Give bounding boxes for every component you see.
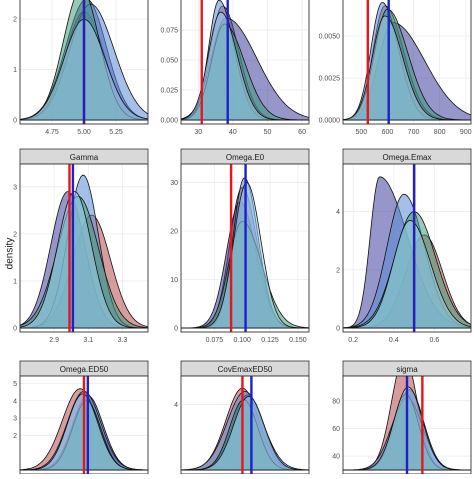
y-tick-label: 1: [13, 67, 17, 74]
y-tick-label: 0: [174, 326, 178, 333]
x-tick-label: 30: [194, 129, 202, 136]
y-tick-label: 0.025: [160, 88, 178, 95]
x-tick-label: 0.075: [206, 337, 224, 344]
y-tick-label: 2: [13, 231, 17, 238]
y-tick-label: 4: [336, 209, 340, 216]
y-tick-label: 1: [13, 278, 17, 285]
x-tick-label: 3.1: [83, 337, 93, 344]
x-tick-label: 0.150: [289, 337, 307, 344]
y-tick-label: 0.075: [160, 28, 178, 35]
y-tick-label: 4: [174, 402, 178, 409]
panel-title-7: CovEmaxED50: [218, 365, 273, 374]
x-tick-label: 800: [434, 129, 446, 136]
panel-plot-2: [343, 0, 471, 124]
panel-plot-3: [20, 164, 148, 332]
y-axis-label: density: [4, 237, 16, 270]
y-tick-label: 0: [336, 326, 340, 333]
panel-title-8: sigma: [396, 365, 418, 374]
panel-4: Omega.E0 0 10 20 30 0.075 0.100 0.125 0.150: [170, 148, 310, 344]
x-tick-label: 5.00: [77, 129, 91, 136]
x-tick-label: 0.125: [261, 337, 279, 344]
x-tick-label: 3.3: [118, 337, 128, 344]
panel-0: 0 1 2 4.75 5.00 5.25: [13, 0, 149, 136]
x-tick-label: 50: [264, 129, 272, 136]
y-tick-label: 20: [170, 229, 178, 236]
x-tick-label: 600: [382, 129, 394, 136]
panel-title-3: Gamma: [70, 153, 99, 162]
y-tick-label: 0: [13, 118, 17, 125]
panel-2: 0.0000 0.0025 0.0050 500 600 700 800 900: [319, 0, 472, 136]
y-tick-label: 10: [170, 277, 178, 284]
panel-title-4: Omega.E0: [226, 153, 265, 162]
panel-plot-5: [343, 164, 471, 332]
x-tick-label: 900: [460, 129, 472, 136]
x-tick-label: 5.25: [109, 129, 123, 136]
panel-title-6: Omega.ED50: [60, 365, 109, 374]
y-tick-label: 3: [13, 184, 17, 191]
y-tick-label: 5: [13, 381, 17, 388]
panel-6: Omega.ED50 2 3 4 5: [13, 360, 149, 475]
density-series-4: [181, 395, 309, 471]
panel-border-3: [19, 163, 149, 333]
y-tick-label: 40: [332, 454, 340, 461]
density-series-4: [343, 219, 471, 329]
y-tick-label: 80: [332, 398, 340, 405]
y-tick-label: 0: [13, 326, 17, 333]
panel-1: 0.000 0.025 0.050 0.075 30 40 50 60: [160, 0, 310, 136]
y-tick-label: 0.050: [160, 58, 178, 65]
y-tick-label: 60: [332, 426, 340, 433]
x-tick-label: 0.2: [348, 337, 358, 344]
x-tick-label: 60: [298, 129, 306, 136]
panel-plot-4: [181, 164, 309, 332]
x-tick-label: 4.75: [45, 129, 59, 136]
y-tick-label: 0.000: [160, 118, 178, 125]
panel-5: Omega.Emax 0 2 4 0.2 0.4 0.6: [336, 148, 472, 344]
panel-border-5: [342, 163, 472, 333]
panel-border-0: [19, 0, 149, 125]
density-series-4: [343, 15, 471, 121]
panel-plot-6: [20, 376, 148, 474]
y-tick-label: 30: [170, 180, 178, 187]
y-tick-label: 0.0025: [319, 76, 341, 83]
y-tick-label: 2: [336, 267, 340, 274]
panel-title-5: Omega.Emax: [383, 153, 432, 162]
x-tick-label: 40: [229, 129, 237, 136]
y-tick-label: 0.0000: [319, 118, 341, 125]
panel-border-1: [180, 0, 310, 125]
panel-plot-7: [181, 376, 309, 474]
density-series-4: [20, 191, 148, 329]
panel-8: sigma 40 60 80: [332, 360, 472, 475]
y-tick-label: 3: [13, 416, 17, 423]
x-tick-label: 0.4: [389, 337, 399, 344]
panel-plot-0: [20, 0, 148, 124]
panel-7: CovEmaxED50 4: [174, 360, 310, 475]
panel-border-2: [342, 0, 472, 125]
panel-3: Gamma 0 1 2 3 2.9 3.1 3.3: [13, 148, 149, 344]
x-tick-label: 500: [355, 129, 367, 136]
panel-plot-1: [181, 0, 309, 124]
x-tick-label: 2.9: [49, 337, 59, 344]
y-tick-label: 2: [13, 433, 17, 440]
y-tick-label: 4: [13, 398, 17, 405]
panel-border-4: [180, 163, 310, 333]
x-tick-label: 700: [408, 129, 420, 136]
y-tick-label: 0.0050: [319, 34, 341, 41]
x-tick-label: 0.6: [430, 337, 440, 344]
panel-plot-8: [343, 376, 471, 474]
x-tick-label: 0.100: [233, 337, 251, 344]
y-tick-label: 2: [13, 17, 17, 24]
